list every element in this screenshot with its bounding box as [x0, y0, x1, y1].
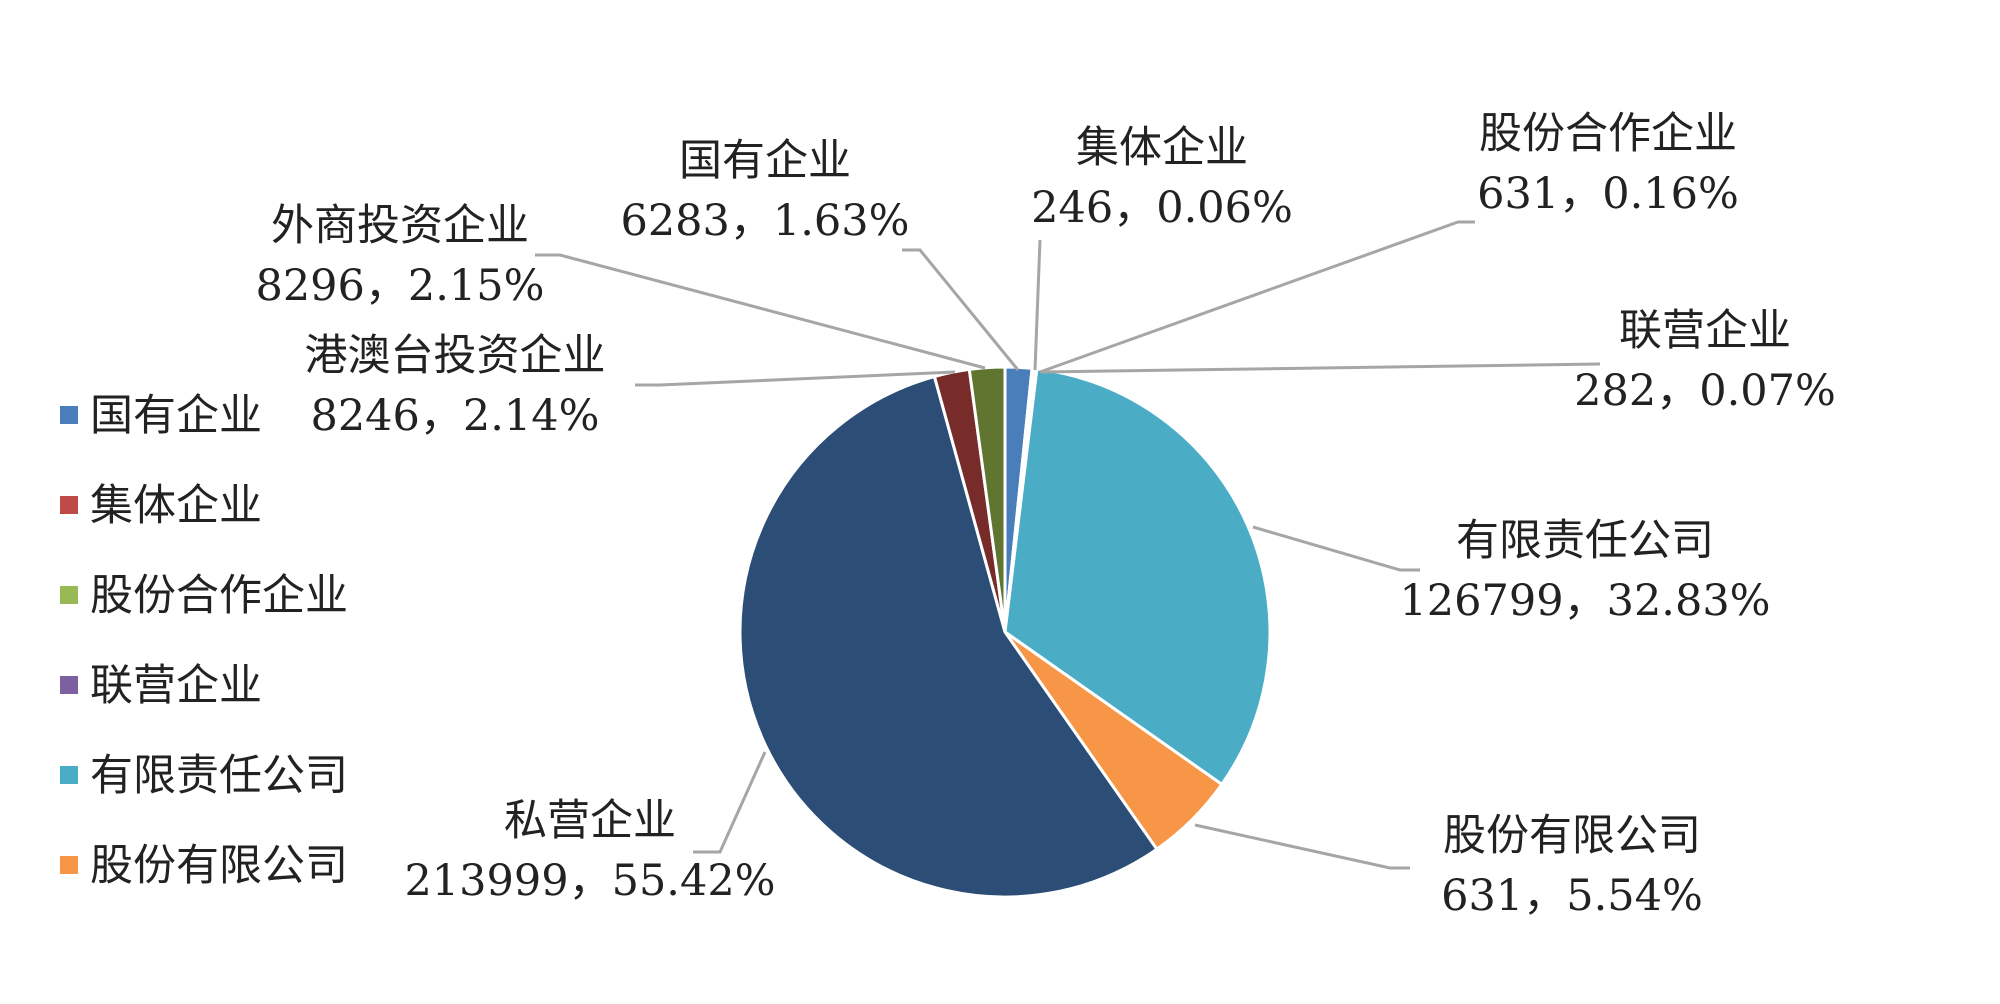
legend-label-4: 联营企业 [90, 661, 262, 711]
legend-swatch-2 [60, 496, 78, 514]
data-label-name-5: 有限责任公司 [1456, 516, 1714, 566]
data-label-value-9: 8296，2.15% [255, 261, 544, 311]
data-label-name-8: 港澳台投资企业 [305, 331, 606, 381]
legend-swatch-1 [60, 406, 78, 424]
legend-label-3: 股份合作企业 [90, 571, 348, 621]
leader-line-8 [635, 370, 956, 387]
data-label-value-6: 631，5.54% [1441, 871, 1703, 921]
data-label-name-9: 外商投资企业 [271, 201, 529, 251]
data-label-name-7: 私营企业 [504, 796, 676, 846]
data-label-value-7: 213999，55.42% [404, 856, 775, 906]
data-labels: 国有企业 6283，1.63% 集体企业 246，0.06% 股份合作企业 631，0.1… [255, 109, 1835, 921]
data-label-name-6: 股份有限公司 [1443, 811, 1701, 861]
legend-swatch-4 [60, 676, 78, 694]
data-label-value-5: 126799，32.83% [1399, 576, 1770, 626]
data-label-value-2: 246，0.06% [1031, 183, 1293, 233]
data-label-value-1: 6283，1.63% [620, 196, 909, 246]
data-label-name-1: 国有企业 [679, 136, 851, 186]
data-label-name-3: 股份合作企业 [1479, 109, 1737, 159]
pie-slice-9 [967, 365, 1007, 633]
data-label-name-4: 联营企业 [1619, 306, 1791, 356]
pie-slice-7 [738, 374, 1159, 899]
data-label-value-4: 282，0.07% [1574, 366, 1836, 416]
leader-line-4 [1041, 362, 1601, 374]
leader-line-2 [1033, 239, 1042, 371]
pie-slice-5 [1003, 367, 1272, 787]
leader-line-3 [1039, 220, 1475, 374]
leader-line-5 [1252, 525, 1420, 572]
pie-slices [738, 365, 1272, 899]
leader-lines [535, 220, 1601, 870]
data-label-name-2: 集体企业 [1076, 123, 1248, 173]
leader-line-1 [902, 248, 1020, 371]
legend-label-2: 集体企业 [90, 481, 262, 531]
data-label-value-8: 8246，2.14% [310, 391, 599, 441]
leader-line-9 [535, 253, 986, 370]
data-label-value-3: 631，0.16% [1477, 169, 1739, 219]
legend-label-6: 股份有限公司 [90, 841, 348, 891]
legend-swatch-3 [60, 586, 78, 604]
legend-swatch-5 [60, 766, 78, 784]
legend-label-5: 有限责任公司 [90, 751, 348, 801]
leader-line-6 [1194, 823, 1410, 870]
legend-label-1: 国有企业 [90, 391, 262, 441]
legend-swatch-6 [60, 856, 78, 874]
leader-line-7 [693, 751, 767, 854]
